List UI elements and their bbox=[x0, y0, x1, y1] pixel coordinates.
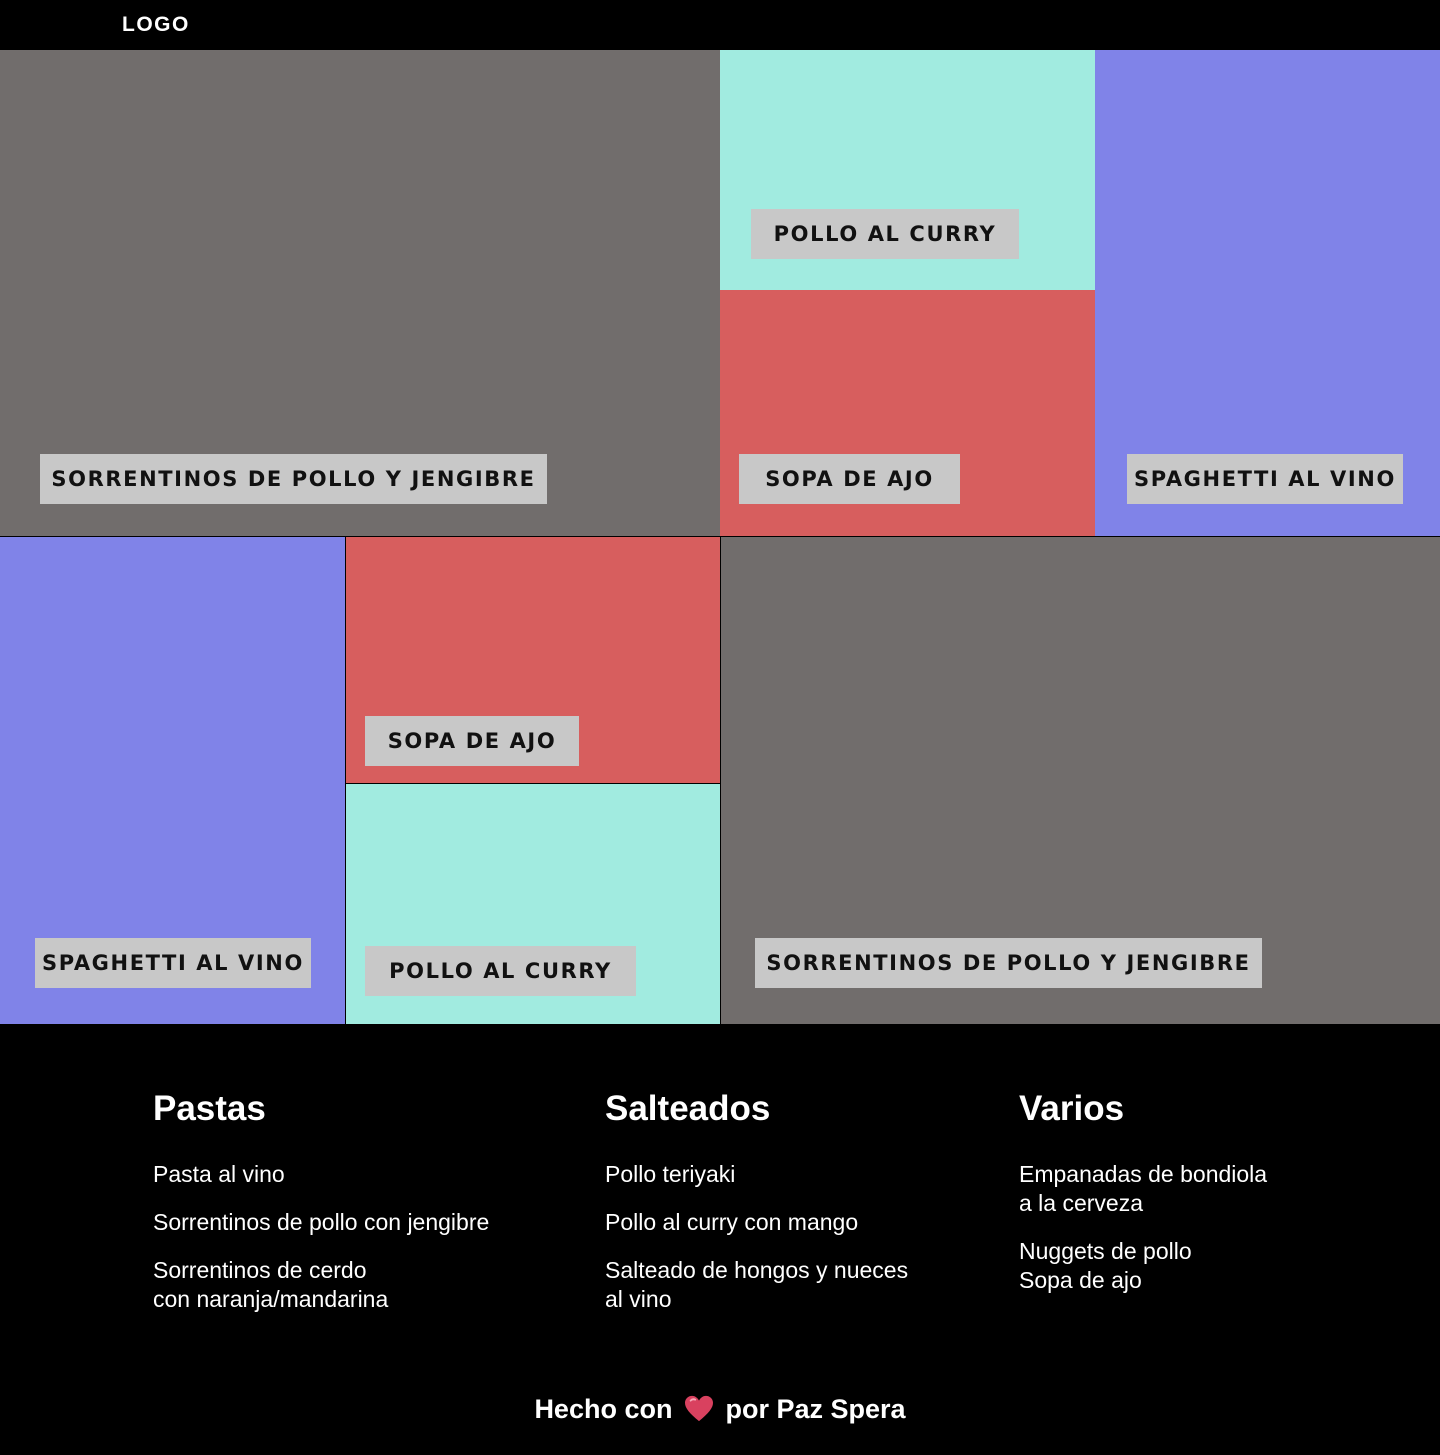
footer-link-list: Pollo teriyaki Pollo al curry con mango … bbox=[605, 1160, 908, 1314]
footer-link[interactable]: Empanadas de bondiola a la cerveza bbox=[1019, 1161, 1268, 1216]
footer-column-varios: Varios Empanadas de bondiola a la cervez… bbox=[1019, 1088, 1267, 1314]
tile-sorrentinos-bottom[interactable]: SORRENTINOS DE POLLO Y JENGIBRE bbox=[721, 537, 1440, 1024]
tile-label[interactable]: SPAGHETTI AL VINO bbox=[35, 938, 311, 988]
tile-label[interactable]: POLLO AL CURRY bbox=[365, 946, 636, 996]
tile-sopa-ajo-bottom[interactable]: SOPA DE AJO bbox=[346, 537, 720, 783]
tile-label[interactable]: SPAGHETTI AL VINO bbox=[1127, 454, 1403, 504]
logo[interactable]: LOGO bbox=[122, 13, 190, 36]
tile-pollo-curry-bottom[interactable]: POLLO AL CURRY bbox=[346, 784, 720, 1024]
footer-column-title: Pastas bbox=[153, 1089, 266, 1128]
tile-label[interactable]: SORRENTINOS DE POLLO Y JENGIBRE bbox=[755, 938, 1262, 988]
tile-label[interactable]: SOPA DE AJO bbox=[739, 454, 960, 504]
tile-spaghetti-bottom[interactable]: SPAGHETTI AL VINO bbox=[0, 537, 345, 1024]
footer-link[interactable]: Pollo teriyaki bbox=[605, 1161, 736, 1187]
footer-column-pastas: Pastas Pasta al vino Sorrentinos de poll… bbox=[153, 1088, 489, 1333]
footer-column-salteados: Salteados Pollo teriyaki Pollo al curry … bbox=[605, 1088, 908, 1333]
footer-credit: Hecho con por Paz Spera bbox=[0, 1394, 1440, 1425]
tile-sopa-ajo-top[interactable]: SOPA DE AJO bbox=[720, 290, 1095, 536]
footer-link[interactable]: Salteado de hongos y nueces al vino bbox=[605, 1257, 909, 1312]
header: LOGO bbox=[0, 0, 1440, 50]
tile-spaghetti-top[interactable]: SPAGHETTI AL VINO bbox=[1095, 50, 1440, 536]
footer-link-list: Empanadas de bondiola a la cerveza Nugge… bbox=[1019, 1160, 1267, 1295]
credit-text-before: Hecho con bbox=[534, 1394, 673, 1424]
footer-column-title: Varios bbox=[1019, 1089, 1125, 1128]
footer-link-list: Pasta al vino Sorrentinos de pollo con j… bbox=[153, 1160, 489, 1314]
footer-link[interactable]: Sorrentinos de cerdo con naranja/mandari… bbox=[153, 1257, 389, 1312]
footer-link[interactable]: Nuggets de pollo Sopa de ajo bbox=[1019, 1238, 1192, 1293]
heart-icon bbox=[684, 1395, 714, 1423]
footer-link[interactable]: Sorrentinos de pollo con jengibre bbox=[153, 1209, 490, 1235]
tile-pollo-curry-top[interactable]: POLLO AL CURRY bbox=[720, 50, 1095, 290]
credit-text-after: por Paz Spera bbox=[725, 1394, 906, 1424]
footer-link[interactable]: Pasta al vino bbox=[153, 1161, 285, 1187]
footer: Pastas Pasta al vino Sorrentinos de poll… bbox=[0, 1024, 1440, 1455]
tile-label[interactable]: POLLO AL CURRY bbox=[751, 209, 1019, 259]
tile-sorrentinos-top[interactable]: SORRENTINOS DE POLLO Y JENGIBRE bbox=[0, 50, 720, 536]
tile-label[interactable]: SOPA DE AJO bbox=[365, 716, 579, 766]
footer-column-title: Salteados bbox=[605, 1089, 771, 1128]
tile-label[interactable]: SORRENTINOS DE POLLO Y JENGIBRE bbox=[40, 454, 547, 504]
footer-link[interactable]: Pollo al curry con mango bbox=[605, 1209, 859, 1235]
